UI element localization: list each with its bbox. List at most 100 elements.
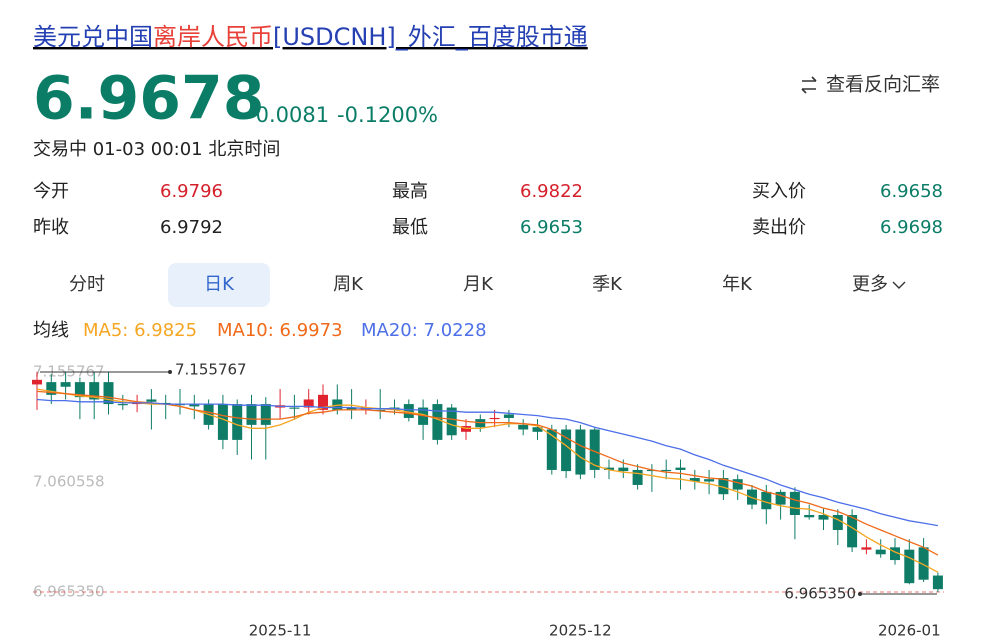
candle-body (847, 514, 858, 548)
stat-label: 卖出价 (752, 217, 806, 238)
candle-body (318, 394, 328, 410)
candle-body (661, 469, 672, 472)
candle-body (575, 429, 586, 475)
candle-body (689, 478, 700, 482)
candle-body (561, 429, 572, 472)
candle-body (618, 467, 629, 472)
candle-body (60, 382, 71, 387)
candle-body (346, 407, 357, 410)
candle-body (117, 404, 128, 406)
tab[interactable]: 年K (722, 274, 753, 295)
tab[interactable]: 月K (463, 274, 494, 295)
candle-body (904, 549, 915, 584)
candle-body (861, 547, 872, 550)
candle-body (146, 399, 157, 402)
stat-value: 6.9792 (160, 217, 223, 238)
candle-body (918, 547, 929, 580)
ma-line (36, 398, 939, 527)
page-title[interactable]: 美元兑中国离岸人民币[USDCNH]_外汇_百度股市通 (33, 23, 588, 51)
tab[interactable]: 日K (204, 274, 235, 295)
legend-entry: MA20: 7.0228 (361, 320, 487, 341)
tab[interactable]: 分时 (69, 274, 105, 295)
y-tick-label: 7.060558 (33, 473, 105, 491)
stat-value: 6.9653 (520, 217, 583, 238)
candle-body (246, 404, 257, 425)
stat-label: 昨收 (33, 217, 69, 238)
candle-body (217, 404, 228, 440)
candle-body (232, 404, 243, 440)
more-chevron[interactable] (892, 281, 906, 289)
candle-body (932, 575, 943, 590)
x-tick-label: 2026-01 (878, 622, 941, 639)
candle-body (74, 382, 85, 398)
tab[interactable]: 周K (333, 274, 364, 295)
candle-body (704, 479, 715, 482)
candle-body (789, 491, 800, 515)
candle-body (604, 467, 614, 470)
candle-body (446, 407, 457, 436)
candle-body (518, 424, 529, 430)
candle-body (260, 404, 271, 425)
candle-body (732, 479, 743, 490)
ma-line (36, 388, 939, 573)
candle-body (303, 399, 314, 408)
candle-body (675, 467, 686, 470)
candle-body (875, 549, 886, 555)
arrow-right (802, 76, 817, 82)
stat-value: 6.9796 (160, 181, 223, 202)
annotation-dot (168, 370, 172, 374)
x-tick-label: 2025-11 (249, 622, 312, 639)
candle-body (32, 379, 42, 385)
candle-body (718, 478, 729, 495)
candle-body (46, 382, 57, 395)
status: 交易中 01-03 00:01 北京时间 (33, 139, 280, 160)
stat-value: 6.9698 (880, 217, 943, 238)
candle-body (632, 469, 643, 485)
candle-body (761, 491, 772, 510)
reverse-icon[interactable] (801, 76, 817, 94)
candle-body (532, 427, 543, 432)
tab[interactable]: 季K (592, 274, 623, 295)
candle-body (103, 382, 114, 405)
legend-entry: MA5: 6.9825 (83, 320, 197, 341)
candle-body (289, 407, 300, 409)
reverse-link[interactable]: 查看反向汇率 (826, 74, 940, 96)
candle-body (432, 404, 443, 440)
title-part: 美元兑中国 (33, 23, 153, 51)
title-part: [USDCNH]_外汇_百度股市通 (273, 23, 588, 51)
stat-value: 6.9822 (520, 181, 583, 202)
candle-body (890, 547, 900, 561)
change: -0.0081 (248, 103, 329, 127)
candle-body (489, 417, 500, 420)
candle-body (804, 514, 815, 518)
stat-label: 买入价 (752, 181, 806, 202)
price: 6.9678 (33, 64, 265, 134)
arrow-left (801, 88, 816, 94)
candle-body (189, 404, 200, 407)
tab-selected-bg (168, 263, 270, 307)
candle-body (89, 382, 100, 400)
candle-body (589, 429, 600, 470)
annotation-label: 6.965350 (784, 585, 856, 603)
x-tick-label: 2025-12 (549, 622, 612, 639)
tab[interactable]: 更多 (852, 274, 888, 295)
candle-body (832, 514, 843, 531)
stat-label: 最低 (392, 217, 428, 238)
candle-body (546, 429, 557, 470)
candle-body (775, 491, 786, 505)
legend-title: 均线 (33, 320, 69, 341)
candle-body (818, 514, 829, 520)
change-pct: -0.1200% (337, 103, 438, 127)
legend-entry: MA10: 6.9973 (217, 320, 343, 341)
stat-value: 6.9658 (880, 181, 943, 202)
annotation-dot (858, 592, 862, 596)
candle-body (403, 404, 414, 418)
ma-line (36, 390, 939, 556)
candle-body (503, 414, 514, 418)
annotation-label: 7.155767 (175, 361, 247, 379)
stat-label: 最高 (392, 181, 428, 202)
title-part: 离岸人民币 (153, 23, 273, 51)
stat-label: 今开 (33, 181, 69, 202)
